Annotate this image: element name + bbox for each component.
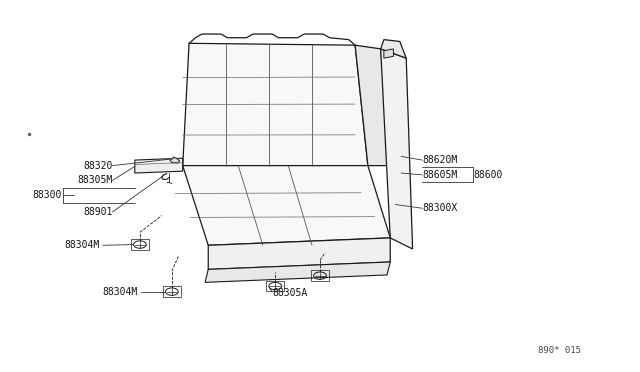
Text: 88304M: 88304M — [103, 286, 138, 296]
Polygon shape — [381, 49, 413, 249]
Text: 88600: 88600 — [473, 170, 502, 180]
Polygon shape — [208, 238, 390, 269]
Polygon shape — [355, 45, 390, 166]
Polygon shape — [170, 157, 179, 163]
Polygon shape — [384, 49, 394, 58]
Bar — [266, 281, 284, 291]
Text: 88305M: 88305M — [77, 176, 113, 185]
Text: 88320: 88320 — [83, 161, 113, 171]
Bar — [311, 270, 329, 281]
Text: 88605M: 88605M — [422, 170, 458, 180]
Text: 88304M: 88304M — [65, 240, 100, 250]
Text: 88620M: 88620M — [422, 155, 458, 165]
Text: 890* 015: 890* 015 — [538, 346, 581, 355]
Text: 88305A: 88305A — [272, 288, 307, 298]
Bar — [163, 286, 180, 297]
Polygon shape — [182, 43, 368, 166]
Polygon shape — [205, 262, 390, 282]
Text: 88300: 88300 — [32, 190, 61, 200]
Text: 88300X: 88300X — [422, 203, 458, 213]
Bar — [131, 239, 149, 250]
Polygon shape — [135, 158, 182, 173]
Polygon shape — [182, 166, 390, 245]
Polygon shape — [167, 160, 182, 169]
Text: 88901: 88901 — [83, 207, 113, 217]
Polygon shape — [381, 39, 406, 58]
